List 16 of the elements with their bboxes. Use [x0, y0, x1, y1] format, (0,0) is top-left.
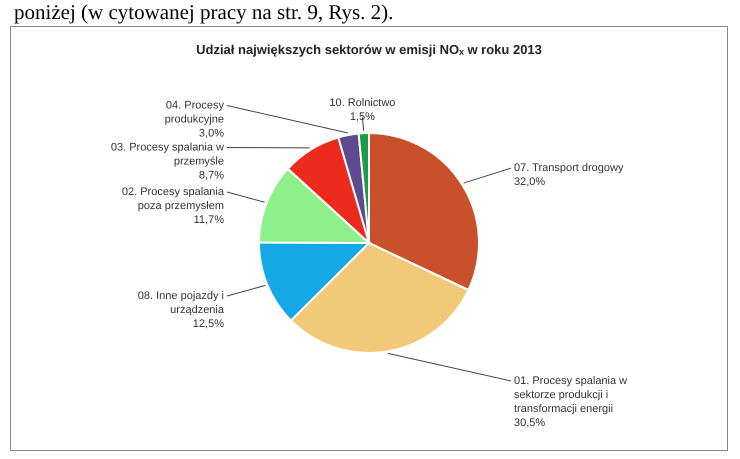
data-label: 3,0% — [198, 127, 224, 140]
text: poniżej (w cytowanej pracy na str. 9, Rys. 2). — [13, 0, 394, 26]
slice-label: 04. Procesy produkcyjne — [164, 99, 224, 126]
slice-label: 03. Procesy spalania w przemyśle — [110, 141, 224, 168]
slice-label: 08. Inne pojazdy i urządzenia — [138, 290, 225, 316]
slice-label: 01. Procesy spalania w sektorze produkcji i transformacji energii — [514, 374, 628, 415]
slice-label: 02. Procesy spalania poza przemysłem — [122, 186, 225, 212]
data-label: 11,7% — [194, 214, 224, 226]
chart-title: Udział największych sektorów w emisji NOₓ w roku 2013 — [196, 42, 542, 57]
slice-label: 07. Transport drogowy — [514, 162, 624, 174]
data-label: 12,5% — [192, 318, 224, 330]
data-label: 30,5% — [514, 416, 546, 429]
data-label: 8,7% — [198, 169, 224, 182]
slice-label: 10. Rolnictwo — [329, 97, 396, 110]
data-label: 32,0% — [514, 176, 546, 188]
data-label: 1,5% — [350, 111, 376, 124]
